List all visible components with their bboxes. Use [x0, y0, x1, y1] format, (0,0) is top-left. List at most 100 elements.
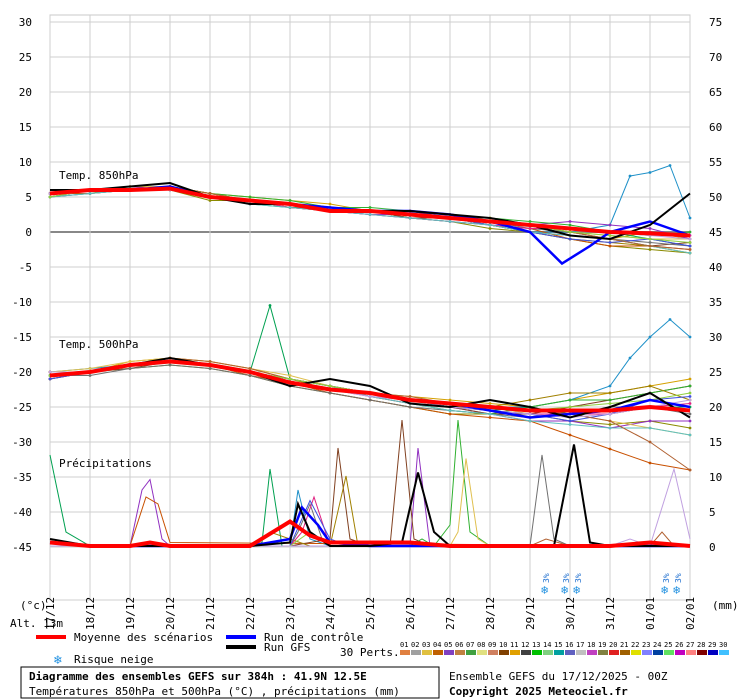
- member-point: [488, 412, 492, 416]
- member-point: [568, 398, 572, 402]
- x-label: 30/12: [564, 597, 577, 630]
- left-tick: -35: [12, 471, 32, 484]
- member-point: [88, 192, 92, 195]
- x-label: 28/12: [484, 597, 497, 630]
- member-point: [268, 304, 272, 307]
- pert-number: 04: [433, 641, 441, 649]
- t850-mean-line: [49, 186, 691, 238]
- x-label: 19/12: [124, 597, 137, 630]
- x-label: 01/01: [644, 597, 657, 630]
- right-tick: 50: [709, 191, 722, 204]
- member-point: [568, 391, 572, 395]
- x-label: 23/12: [284, 597, 297, 630]
- left-tick: 30: [19, 16, 32, 29]
- pert-number: 03: [422, 641, 430, 649]
- member-point: [688, 468, 692, 472]
- left-tick: -10: [12, 296, 32, 309]
- pert-swatch: [565, 650, 575, 655]
- title-box: [20, 666, 440, 699]
- right-tick: 70: [709, 51, 722, 64]
- left-tick: -5: [19, 261, 32, 274]
- member-point: [368, 213, 372, 216]
- right-tick: 55: [709, 156, 722, 169]
- member-point: [528, 220, 532, 223]
- member-point: [248, 374, 252, 377]
- pert-number: 23: [642, 641, 650, 649]
- member-point: [688, 230, 692, 234]
- member-point: [288, 206, 292, 209]
- member-point: [448, 398, 452, 402]
- right-tick: 15: [709, 436, 722, 449]
- member-point: [688, 402, 692, 405]
- snowflake-icon: ❄: [673, 583, 680, 597]
- chart-title: Diagramme des ensembles GEFS sur 384h : …: [29, 670, 367, 683]
- pert-swatch: [411, 650, 421, 655]
- member-point: [368, 395, 372, 398]
- snowflake-icon: ❄: [541, 583, 548, 597]
- snow-percent: 3%: [574, 573, 583, 583]
- member-point: [688, 391, 692, 395]
- pert-swatch: [488, 650, 498, 655]
- member-point: [288, 374, 292, 377]
- member-point: [668, 164, 672, 167]
- member-point: [648, 440, 652, 444]
- pert-swatch: [499, 650, 509, 655]
- chart-subtitle: Températures 850hPa et 500hPa (°C) , pré…: [29, 685, 400, 698]
- legend-perts: 30 Perts.: [340, 646, 400, 659]
- pert-swatch: [598, 650, 608, 655]
- pert-swatch: [664, 650, 674, 655]
- pert-number: 09: [488, 641, 496, 649]
- member-point: [448, 412, 452, 416]
- pert-swatch: [708, 650, 718, 655]
- member-point: [608, 402, 612, 405]
- left-tick: 25: [19, 51, 32, 64]
- member-point: [448, 220, 452, 223]
- member-point: [488, 223, 492, 227]
- pert-number: 08: [477, 641, 485, 649]
- pert-swatch: [609, 650, 619, 655]
- member-point: [688, 398, 692, 402]
- member-point: [128, 360, 132, 363]
- member-point: [568, 223, 572, 227]
- member-point: [648, 244, 652, 248]
- left-tick: 5: [25, 191, 32, 204]
- member-point: [328, 384, 332, 388]
- member-point: [528, 419, 532, 423]
- pert-swatch: [620, 650, 630, 655]
- member-point: [688, 241, 692, 244]
- member-point: [568, 423, 572, 426]
- pert-swatch: [631, 650, 641, 655]
- member-point: [208, 199, 212, 202]
- left-axis: 30 25 20 15 10 5 0 -5 -10 -15 -20 -25 -30 -35 -40 -45: [12, 16, 32, 554]
- member-point: [608, 398, 612, 402]
- perturbation-legend: 01 02 03 04 05 06 07 08 09 10 11 12 13 14 15 16 17 18 19 20…: [400, 641, 729, 655]
- left-tick: 10: [19, 156, 32, 169]
- member-point: [528, 398, 532, 402]
- left-tick: 20: [19, 86, 32, 99]
- pert-number: 06: [455, 641, 463, 649]
- copyright: Copyright 2025 Meteociel.fr: [449, 685, 628, 698]
- pert-number: 11: [510, 641, 518, 649]
- pert-number: 17: [576, 641, 584, 649]
- pert-number: 05: [444, 641, 452, 649]
- member-point: [668, 318, 672, 321]
- member-point: [648, 384, 652, 388]
- run-info: Ensemble GEFS du 17/12/2025 - 00Z: [449, 670, 668, 683]
- x-label: 21/12: [204, 597, 217, 630]
- pert-number: 21: [620, 641, 628, 649]
- pert-swatch: [455, 650, 465, 655]
- label-t850: Temp. 850hPa: [59, 169, 138, 182]
- member-point: [688, 377, 692, 381]
- pert-swatch: [642, 650, 652, 655]
- pert-number: 13: [532, 641, 540, 649]
- x-label: 20/12: [164, 597, 177, 630]
- x-label: 22/12: [244, 597, 257, 630]
- right-tick: 30: [709, 331, 722, 344]
- member-point: [688, 384, 692, 388]
- member-point: [608, 426, 612, 430]
- pert-number: 30: [719, 641, 727, 649]
- pert-swatch: [719, 650, 729, 655]
- member-point: [88, 374, 92, 377]
- left-tick: -20: [12, 366, 32, 379]
